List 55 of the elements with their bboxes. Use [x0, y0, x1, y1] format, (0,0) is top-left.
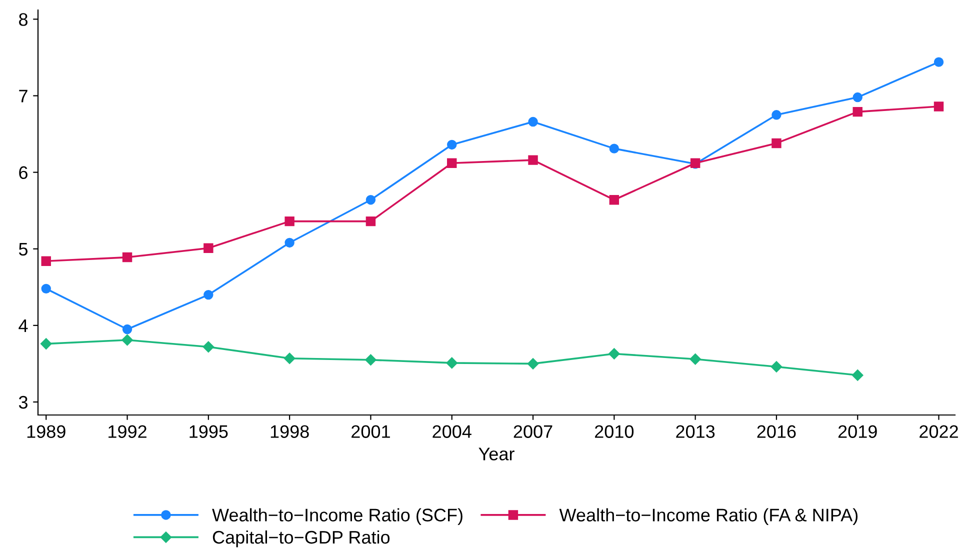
point	[447, 140, 457, 150]
point	[934, 57, 944, 67]
point	[284, 216, 294, 226]
point	[934, 102, 944, 112]
point	[772, 138, 782, 148]
point	[852, 370, 864, 381]
point	[40, 338, 52, 350]
x-tick-label: 1989	[27, 425, 66, 438]
point	[446, 357, 458, 369]
x-tick-label: 2022	[920, 425, 958, 438]
point	[202, 341, 214, 352]
x-tick-label: 2019	[838, 425, 877, 438]
point	[284, 352, 296, 364]
point	[528, 155, 538, 165]
x-axis-title: Year	[478, 448, 514, 460]
legend-label: Wealth−to−Income Ratio (SCF)	[212, 508, 462, 526]
point	[122, 324, 132, 334]
point	[284, 238, 294, 248]
y-tick-label: 3	[18, 396, 28, 409]
legend-label: Capital−to−GDP Ratio	[212, 530, 390, 548]
point	[772, 110, 782, 120]
y-tick-label: 8	[19, 13, 28, 26]
y-tick-label: 7	[19, 90, 28, 102]
x-tick-label: 2001	[352, 425, 390, 438]
point	[204, 290, 214, 300]
x-tick-label: 2016	[757, 425, 796, 438]
point	[365, 354, 376, 366]
point	[852, 106, 862, 117]
point	[366, 195, 376, 205]
point	[41, 284, 51, 294]
point	[447, 158, 457, 168]
x-tick-label: 2004	[432, 425, 472, 438]
x-tick-label: 1995	[190, 425, 228, 438]
point	[770, 361, 782, 372]
point	[527, 358, 539, 370]
point	[609, 144, 620, 154]
x-tick-label: 1992	[108, 425, 146, 438]
y-tick-label: 5	[18, 242, 28, 256]
point	[366, 216, 376, 226]
point	[122, 252, 132, 262]
x-tick-label: 2010	[594, 425, 634, 438]
point	[690, 354, 701, 365]
x-tick-label: 2013	[676, 425, 715, 438]
point	[528, 116, 538, 127]
legend-label: Wealth−to−Income Ratio (FA & NIPA)	[559, 508, 858, 526]
point	[608, 348, 620, 360]
point	[122, 334, 133, 346]
x-tick-label: 2007	[514, 425, 552, 438]
point	[852, 92, 862, 102]
point	[41, 256, 51, 266]
point	[204, 243, 214, 253]
point	[609, 195, 620, 205]
x-tick-label: 1998	[270, 425, 309, 438]
y-tick-label: 4	[18, 320, 28, 332]
y-tick-label: 6	[19, 166, 28, 180]
